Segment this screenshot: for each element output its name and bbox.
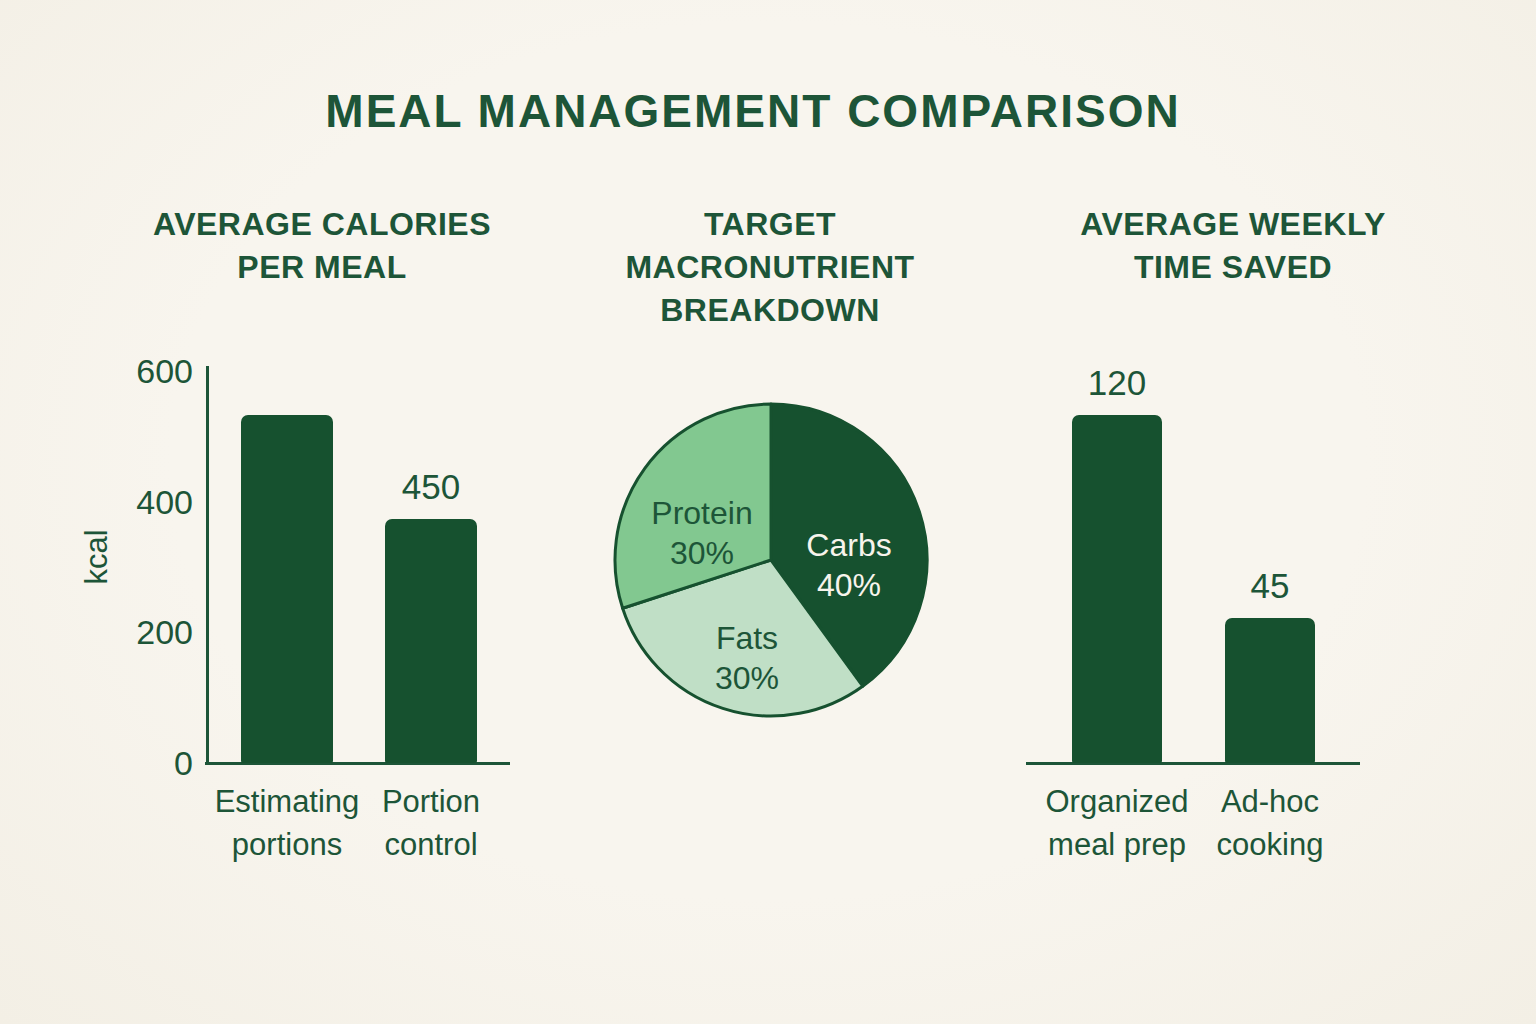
bar-time_saved-1 [1225, 618, 1315, 763]
y-tick-label: 0 [83, 742, 193, 784]
bar-calories-0 [241, 415, 333, 763]
bar-category-label: Estimating portions [177, 780, 397, 866]
bar-value-label: 45 [1190, 562, 1350, 610]
bar-category-label: Organized meal prep [1007, 780, 1227, 866]
pie-slice-label-fats: Fats 30% [637, 618, 857, 698]
pie-svg [601, 390, 941, 730]
y-axis-title: kcal [77, 487, 117, 627]
bar-time_saved-0 [1072, 415, 1162, 763]
bar-value-label: 120 [1037, 359, 1197, 407]
macros-chart-title: TARGET MACRONUTRIENT BREAKDOWN [560, 203, 980, 332]
main-title: MEAL MANAGEMENT COMPARISON [53, 84, 1453, 138]
pie-slice-fats [623, 560, 863, 716]
time-saved-chart-title: AVERAGE WEEKLY TIME SAVED [1023, 203, 1443, 289]
y-tick-label: 400 [83, 481, 193, 523]
calories-bar-chart: 600 400 200 0 kcal Estimating portions 450 Port… [0, 0, 1536, 1024]
bar-category-label: Portion control [321, 780, 541, 866]
infographic-canvas: MEAL MANAGEMENT COMPARISON AVERAGE CALOR… [0, 0, 1536, 1024]
bar-calories-1 [385, 519, 477, 763]
x-axis-line [205, 762, 510, 765]
y-axis-line [206, 366, 209, 765]
y-tick-label: 200 [83, 611, 193, 653]
pie-slice-label-protein: Protein 30% [592, 493, 812, 573]
macros-pie-chart: Carbs 40% Fats 30% Protein 30% [0, 0, 1536, 1024]
pie-slice-protein [615, 404, 771, 608]
bar-category-label: Ad-hoc cooking [1160, 780, 1380, 866]
pie-slice-label-carbs: Carbs 40% [739, 525, 959, 605]
pie-slice-carbs [771, 404, 927, 686]
calories-chart-title: AVERAGE CALORIES PER MEAL [92, 203, 552, 289]
bar-value-label: 450 [351, 463, 511, 511]
time-saved-bar-chart: 120 Organized meal prep 45 Ad-hoc cooking [0, 0, 1536, 1024]
y-tick-label: 600 [83, 350, 193, 392]
x-axis-line [1026, 762, 1360, 765]
